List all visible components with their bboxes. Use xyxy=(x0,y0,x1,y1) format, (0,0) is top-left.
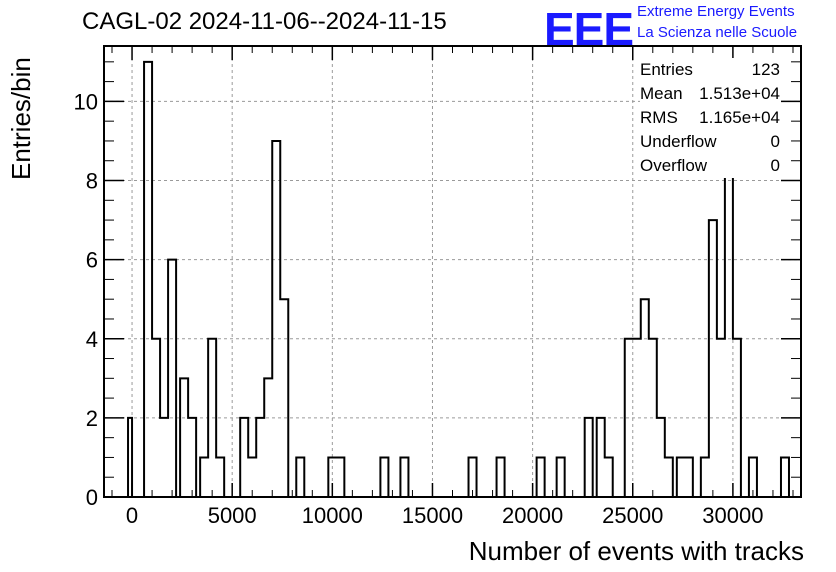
stats-row-entries: Entries 123 xyxy=(640,58,780,82)
stats-row-rms: RMS 1.165e+04 xyxy=(640,106,780,130)
x-tick-label: 15000 xyxy=(402,503,463,528)
stats-row-underflow: Underflow 0 xyxy=(640,130,780,154)
x-axis-label: Number of events with tracks xyxy=(468,536,804,566)
stats-label: Overflow xyxy=(640,156,708,175)
y-tick-label: 0 xyxy=(86,485,98,510)
stats-box: Entries 123 Mean 1.513e+04 RMS 1.165e+04 Un… xyxy=(640,58,780,178)
stats-value: 1.165e+04 xyxy=(699,108,780,127)
stats-label: Mean xyxy=(640,84,683,103)
grid-lines xyxy=(104,46,801,497)
y-axis-label: Entries/bin xyxy=(6,57,36,180)
stats-value: 1.513e+04 xyxy=(699,84,780,103)
x-tick-label: 25000 xyxy=(602,503,663,528)
y-tick-label: 10 xyxy=(74,89,98,114)
x-tick-label: 0 xyxy=(126,503,138,528)
y-tick-label: 8 xyxy=(86,169,98,194)
stats-row-overflow: Overflow 0 xyxy=(640,154,780,178)
stats-value: 0 xyxy=(770,156,780,175)
x-tick-label: 20000 xyxy=(502,503,563,528)
eee-logo: EEE xyxy=(544,3,634,55)
stats-value: 0 xyxy=(770,132,780,151)
stats-value: 123 xyxy=(751,60,780,79)
axis-ticks: 0 5000 10000 15000 20000 25000 30000 0 2 4 6 8 10 xyxy=(74,46,801,528)
chart-title: CAGL-02 2024-11-06--2024-11-15 xyxy=(82,8,447,35)
logo-line2: La Scienza nelle Scuole xyxy=(637,24,798,41)
x-tick-label: 5000 xyxy=(208,503,257,528)
stats-label: RMS xyxy=(640,108,678,127)
y-tick-label: 4 xyxy=(86,327,98,352)
stats-label: Entries xyxy=(640,60,693,79)
x-tick-label: 10000 xyxy=(302,503,363,528)
x-tick-label: 30000 xyxy=(702,503,763,528)
logo-line1: Extreme Energy Events xyxy=(637,3,795,20)
y-tick-label: 2 xyxy=(86,406,98,431)
stats-label: Underflow xyxy=(640,132,717,151)
stats-row-mean: Mean 1.513e+04 xyxy=(640,82,780,106)
y-tick-label: 6 xyxy=(86,248,98,273)
